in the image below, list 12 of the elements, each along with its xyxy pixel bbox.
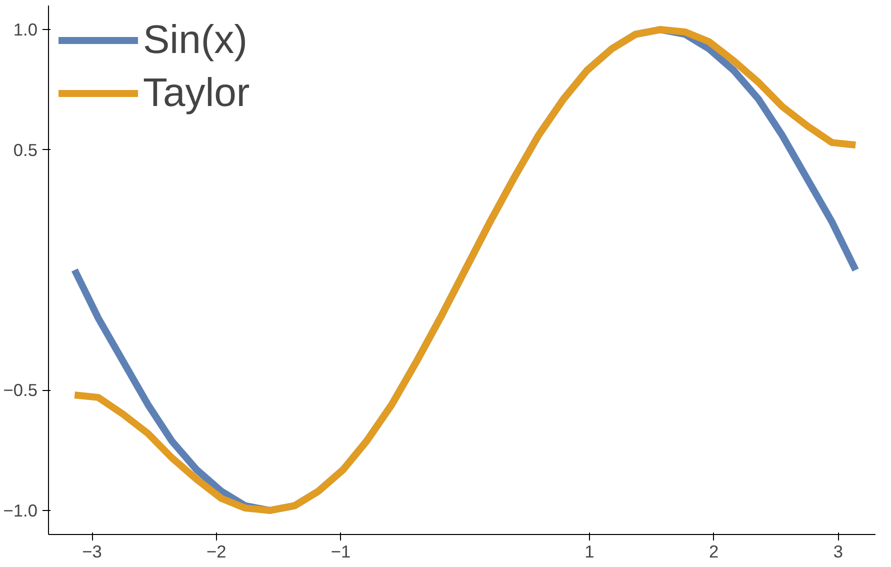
y-tick-label: 0.5 [13,140,38,160]
x-tick-label: −3 [82,542,102,562]
y-tick-label: 1.0 [13,20,38,40]
x-tick-label: 3 [833,542,844,562]
x-tick-label: −2 [206,542,226,562]
legend-label: Sin(x) [143,16,248,64]
x-tick-label: 1 [584,542,594,562]
y-tick-label: −0.5 [3,380,38,400]
y-tick-label: −1.0 [3,500,38,520]
x-tick-label: −1 [330,542,351,562]
legend-label: Taylor [143,70,250,116]
x-tick-label: 2 [709,542,719,562]
